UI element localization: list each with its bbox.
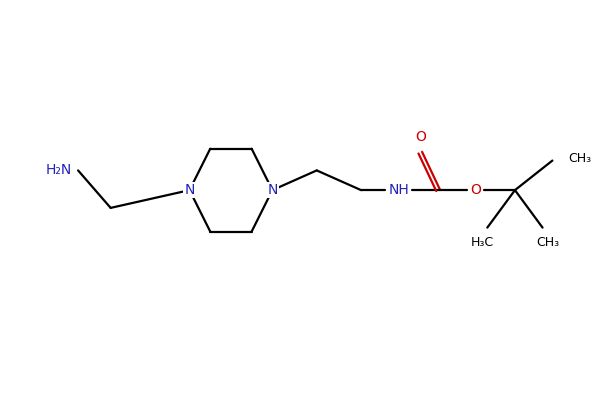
Text: N: N [267, 183, 278, 197]
Text: H₃C: H₃C [471, 236, 494, 250]
Text: N: N [184, 183, 195, 197]
Text: CH₃: CH₃ [568, 152, 592, 165]
Text: O: O [470, 183, 481, 197]
Text: NH: NH [388, 183, 409, 197]
Text: CH₃: CH₃ [536, 236, 559, 250]
Text: H₂N: H₂N [45, 164, 71, 178]
Text: O: O [415, 130, 426, 144]
